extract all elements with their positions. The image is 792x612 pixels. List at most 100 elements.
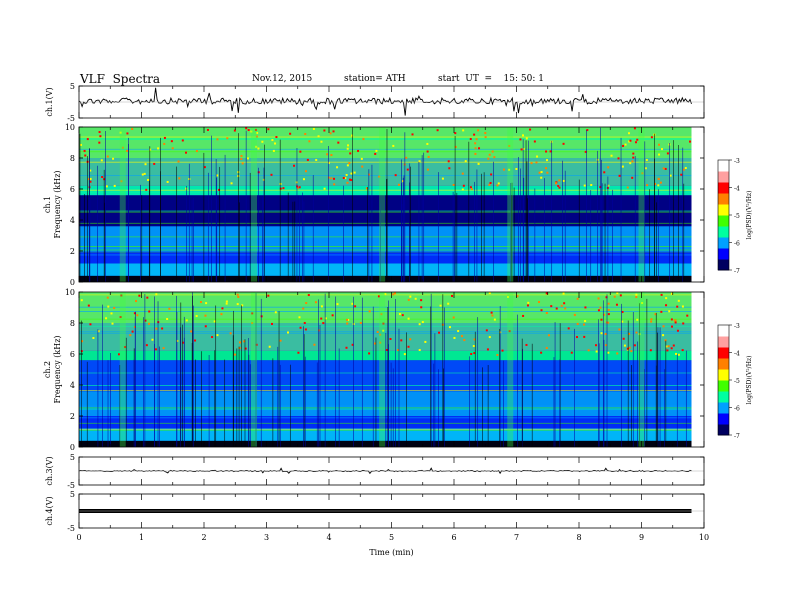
spectrogram-noise-cell [570, 351, 573, 354]
spectrogram-noise-cell [146, 296, 149, 299]
spectrogram-noise-cell [243, 340, 246, 343]
spectrogram-noise-cell [315, 158, 318, 161]
spectrogram-noise-cell [161, 327, 164, 330]
spectrogram-noise-cell [185, 319, 188, 322]
spectrogram-noise-cell [346, 147, 349, 150]
spectrogram-noise-cell [460, 335, 463, 338]
spectrogram-noise-cell [392, 293, 395, 296]
spectrogram-noise-cell [354, 305, 357, 308]
spectrogram-noise-cell [362, 138, 365, 141]
spectrogram-noise-cell [120, 180, 123, 183]
colorbar-tick-label: -3 [734, 323, 740, 330]
spectrogram-noise-cell [84, 154, 87, 157]
spectrogram-noise-cell [89, 169, 92, 172]
spectrogram-noise-cell [194, 339, 197, 342]
spectrogram-noise-cell [530, 162, 533, 165]
spectrogram-noise-cell [558, 179, 561, 182]
y-tick-label: 0 [70, 278, 75, 287]
spectrogram-noise-cell [576, 297, 579, 300]
spectrogram-noise-cell [489, 181, 492, 184]
transmitter-burst [119, 127, 126, 282]
spectrogram-noise-cell [247, 129, 250, 132]
spectrogram-noise-cell [545, 346, 548, 349]
spectrogram-noise-cell [251, 322, 254, 325]
spectrogram-noise-cell [274, 142, 277, 145]
spectrogram-noise-cell [555, 182, 558, 185]
spectrogram-noise-cell [617, 157, 620, 160]
spectrogram-noise-cell [89, 323, 92, 326]
y-tick-label: 6 [70, 185, 75, 194]
spectrogram-noise-cell [622, 337, 625, 340]
spectrogram-noise-cell [607, 184, 610, 187]
spectrogram-band [79, 428, 692, 441]
spectrogram-noise-cell [204, 314, 207, 317]
spectrogram-noise-cell [342, 176, 345, 179]
transmitter-burst [507, 292, 514, 447]
spectrogram-noise-cell [149, 148, 152, 151]
spectrogram-noise-cell [382, 329, 385, 332]
spectrogram-noise-cell [148, 310, 151, 313]
spectrogram-noise-cell [145, 344, 148, 347]
spectrogram-noise-cell [662, 334, 665, 337]
spectrogram-noise-cell [615, 303, 618, 306]
colorbar-label: log(PSD)(V²/Hz) [746, 356, 753, 405]
spectrogram-noise-cell [654, 182, 657, 185]
spectrogram-noise-cell [557, 184, 560, 187]
spectrogram-noise-cell [681, 349, 684, 352]
spectrogram-noise-cell [176, 339, 179, 342]
spectrogram-noise-cell [583, 335, 586, 338]
spectrogram-noise-cell [670, 347, 673, 350]
spectrogram-noise-cell [603, 313, 606, 316]
spectrogram-noise-cell [143, 172, 146, 175]
transmitter-burst [251, 292, 257, 447]
spectrogram-noise-cell [89, 177, 92, 180]
spectrogram-noise-cell [493, 318, 496, 321]
spectrogram-noise-cell [600, 332, 603, 335]
spectrogram-noise-cell [81, 340, 84, 343]
spectrogram-noise-cell [178, 177, 181, 180]
spectrogram-noise-cell [120, 294, 123, 297]
spectrogram-noise-cell [628, 346, 631, 349]
spectrogram-noise-cell [662, 167, 665, 170]
spectrogram-noise-cell [418, 323, 421, 326]
spectrogram-noise-cell [665, 304, 668, 307]
spectrogram-noise-cell [610, 154, 613, 157]
spectrogram-noise-cell [79, 143, 82, 146]
spectrogram-noise-cell [329, 132, 332, 135]
spectrogram-noise-cell [636, 318, 639, 321]
spectrogram-noise-cell [244, 347, 247, 350]
y-tick-label: -5 [67, 481, 75, 490]
spectrogram-noise-cell [681, 305, 684, 308]
spectrogram-noise-cell [424, 340, 427, 343]
transmitter-burst [251, 127, 257, 282]
spectrogram-noise-cell [536, 155, 539, 158]
spectrogram-noise-cell [145, 188, 148, 191]
spectrogram-noise-cell [275, 136, 278, 139]
y-tick-label: 8 [70, 319, 75, 328]
x-tick-label: 5 [389, 533, 394, 542]
spectrogram-noise-cell [272, 149, 275, 152]
spectrogram-noise-cell [353, 171, 356, 174]
spectrogram-noise-cell [230, 182, 233, 185]
spectrogram-noise-cell [233, 129, 236, 132]
spectrogram-noise-cell [360, 157, 363, 160]
x-tick-label: 3 [264, 533, 269, 542]
spectrogram-noise-cell [671, 292, 674, 295]
spectrogram-noise-cell [584, 306, 587, 309]
spectrogram-noise-cell [333, 177, 336, 180]
spectrogram-noise-cell [279, 187, 282, 190]
y-tick-label: 4 [70, 381, 75, 390]
colorbar-tick-label: -4 [734, 186, 740, 193]
spectrogram-noise-cell [503, 168, 506, 171]
spectrogram-noise-cell [131, 330, 134, 333]
spectrogram-noise-cell [336, 166, 339, 169]
spectrogram-noise-cell [464, 160, 467, 163]
spectrogram-noise-cell [351, 302, 354, 305]
spectrogram-noise-cell [497, 182, 500, 185]
spectrogram-noise-cell [349, 152, 352, 155]
spectrogram-noise-cell [496, 184, 499, 187]
spectrogram-noise-cell [527, 301, 530, 304]
spectrogram-noise-cell [654, 313, 657, 316]
spectrogram-noise-cell [631, 160, 634, 163]
